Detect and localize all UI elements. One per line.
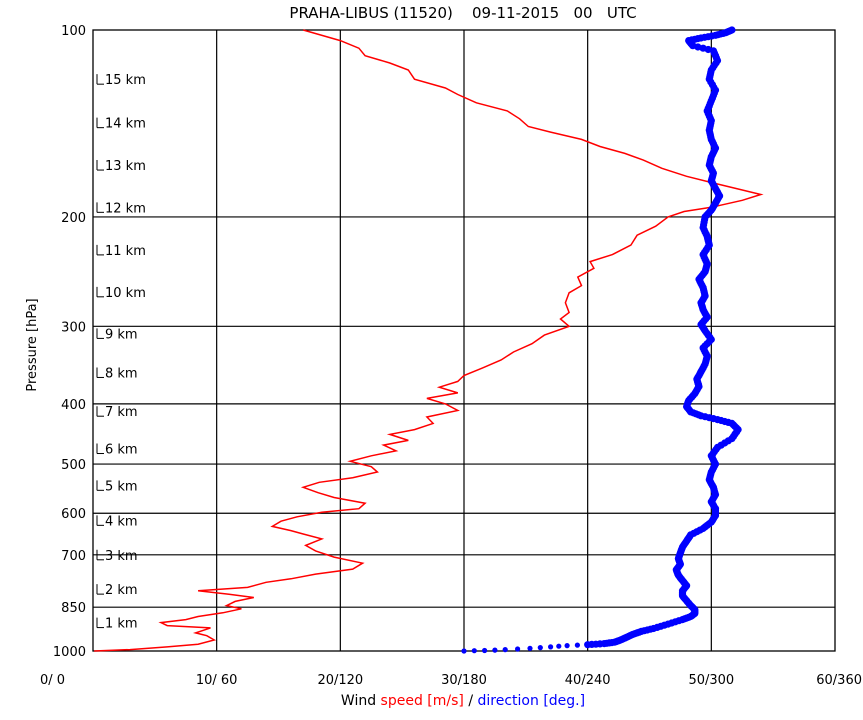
x-label-prefix: Wind (341, 693, 376, 709)
x-tick-label: 40/240 (565, 673, 611, 688)
height-marker-label: 14 km (105, 117, 146, 132)
y-tick-labels: 100 200 300 400 500 600 700 850 1000 (53, 24, 86, 660)
x-label-speed-unit: [m/s] (427, 693, 464, 709)
grid-lines (93, 30, 835, 651)
x-label-slash: / (468, 693, 473, 709)
height-marker-label: 3 km (105, 549, 138, 564)
x-axis-label: Wind speed [m/s] / direction [deg.] (341, 693, 585, 709)
x-tick-label: 20/120 (317, 673, 363, 688)
x-label-direction: direction (478, 693, 539, 709)
direction-point (515, 646, 521, 652)
height-marker-label: 8 km (105, 366, 138, 381)
x-label-speed: speed (381, 693, 423, 709)
direction-point (564, 643, 570, 649)
chart-title: PRAHA-LIBUS (11520) 09-11-2015 00 UTC (289, 4, 636, 22)
height-marker-label: 2 km (105, 583, 138, 598)
x-tick-labels: 0/ 0 10/ 60 20/120 30/180 40/240 50/300 60/360 (40, 673, 862, 688)
y-axis-label: Pressure [hPa] (25, 298, 40, 391)
height-marker-label: 6 km (105, 443, 138, 458)
direction-point (548, 644, 554, 650)
height-marker-label: 13 km (105, 159, 146, 174)
x-label-direction-unit: [deg.] (543, 693, 585, 709)
y-tick-label: 600 (61, 507, 86, 522)
y-tick-label: 400 (61, 398, 86, 413)
height-marker-label: 12 km (105, 201, 146, 216)
y-tick-label: 850 (61, 601, 86, 616)
direction-point (471, 648, 477, 654)
direction-point (527, 645, 533, 651)
direction-point (556, 643, 562, 649)
x-tick-label: 0/ 0 (40, 673, 65, 688)
x-tick-label: 10/ 60 (196, 673, 238, 688)
y-tick-label: 200 (61, 211, 86, 226)
direction-point (502, 647, 508, 653)
direction-point (574, 642, 581, 648)
y-tick-label: 100 (61, 24, 86, 39)
direction-point (728, 26, 736, 34)
y-tick-label: 300 (61, 320, 86, 335)
height-marker-label: 1 km (105, 617, 138, 632)
height-marker-label: 10 km (105, 286, 146, 301)
direction-point (537, 645, 543, 651)
x-tick-label: 30/180 (441, 673, 487, 688)
y-tick-label: 1000 (53, 645, 86, 660)
y-tick-label: 700 (61, 549, 86, 564)
x-tick-label: 60/360 (816, 673, 862, 688)
height-marker-label: 9 km (105, 327, 138, 342)
direction-point (482, 647, 488, 654)
height-marker-label: 15 km (105, 73, 146, 88)
height-marker-label: 11 km (105, 244, 146, 259)
y-tick-label: 500 (61, 458, 86, 473)
height-marker-label: 7 km (105, 405, 138, 420)
direction-series-points (461, 26, 742, 654)
height-marker-label: 4 km (105, 514, 138, 529)
direction-point (492, 647, 498, 653)
x-tick-label: 50/300 (688, 673, 734, 688)
speed-series-line (94, 29, 764, 652)
height-markers: 1 km 2 km 3 km 4 km 5 km 6 km 7 km 8 km 9 km 10 k… (96, 73, 146, 632)
direction-point (461, 648, 467, 654)
height-marker-label: 5 km (105, 479, 138, 494)
